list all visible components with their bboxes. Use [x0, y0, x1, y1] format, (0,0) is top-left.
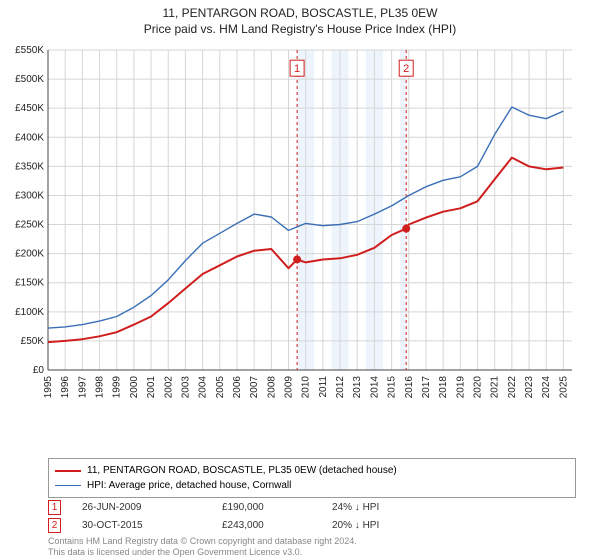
svg-text:2011: 2011	[318, 376, 329, 398]
sale-marker-2: 2	[48, 518, 61, 533]
svg-text:£300K: £300K	[15, 190, 44, 201]
svg-text:1998: 1998	[95, 376, 106, 399]
svg-text:£550K: £550K	[15, 45, 44, 56]
sales-table: 1 26-JUN-2009 £190,000 24% ↓ HPI 2 30-OC…	[48, 498, 576, 534]
chart-title-line2: Price paid vs. HM Land Registry's House …	[0, 22, 600, 36]
sale-date-2: 30-OCT-2015	[82, 520, 222, 531]
svg-text:2004: 2004	[198, 376, 209, 399]
svg-text:£350K: £350K	[15, 161, 44, 172]
svg-text:2000: 2000	[129, 376, 140, 399]
svg-text:£250K: £250K	[15, 220, 44, 231]
legend-row-property: 11, PENTARGON ROAD, BOSCASTLE, PL35 0EW …	[55, 463, 569, 478]
svg-text:2020: 2020	[473, 376, 484, 399]
sale-row-2: 2 30-OCT-2015 £243,000 20% ↓ HPI	[48, 516, 576, 534]
legend-swatch-hpi	[55, 485, 81, 486]
footer-line2: This data is licensed under the Open Gov…	[48, 547, 357, 558]
svg-text:2013: 2013	[352, 376, 363, 399]
svg-text:2009: 2009	[284, 376, 295, 399]
sale-rel-2: 20% ↓ HPI	[332, 520, 442, 531]
sale-price-1: £190,000	[222, 502, 332, 513]
svg-text:2007: 2007	[249, 376, 260, 399]
svg-text:2012: 2012	[335, 376, 346, 399]
sale-date-1: 26-JUN-2009	[82, 502, 222, 513]
legend-label-hpi: HPI: Average price, detached house, Corn…	[87, 478, 291, 493]
svg-text:£100K: £100K	[15, 307, 44, 318]
svg-text:2023: 2023	[524, 376, 535, 399]
svg-text:2003: 2003	[180, 376, 191, 399]
svg-text:£50K: £50K	[21, 336, 45, 347]
svg-text:£150K: £150K	[15, 278, 44, 289]
svg-text:2: 2	[403, 63, 409, 75]
svg-text:2010: 2010	[301, 376, 312, 399]
svg-text:1999: 1999	[112, 376, 123, 399]
svg-text:2001: 2001	[146, 376, 157, 399]
svg-text:£400K: £400K	[15, 132, 44, 143]
chart-title-line1: 11, PENTARGON ROAD, BOSCASTLE, PL35 0EW	[0, 6, 600, 20]
svg-text:2014: 2014	[369, 376, 380, 399]
legend-row-hpi: HPI: Average price, detached house, Corn…	[55, 478, 569, 493]
sale-rel-1: 24% ↓ HPI	[332, 502, 442, 513]
legend-swatch-property	[55, 470, 81, 472]
svg-text:1: 1	[294, 63, 300, 75]
svg-text:2017: 2017	[421, 376, 432, 399]
svg-text:2002: 2002	[163, 376, 174, 399]
svg-text:2005: 2005	[215, 376, 226, 399]
svg-text:£0: £0	[33, 365, 45, 376]
svg-text:2022: 2022	[507, 376, 518, 399]
svg-text:£500K: £500K	[15, 74, 44, 85]
svg-text:1996: 1996	[60, 376, 71, 399]
sale-price-2: £243,000	[222, 520, 332, 531]
svg-text:2018: 2018	[438, 376, 449, 399]
svg-text:£200K: £200K	[15, 249, 44, 260]
svg-text:2025: 2025	[558, 376, 569, 399]
svg-text:£450K: £450K	[15, 103, 44, 114]
container: 11, PENTARGON ROAD, BOSCASTLE, PL35 0EW …	[0, 0, 600, 560]
footer-note: Contains HM Land Registry data © Crown c…	[48, 536, 357, 559]
legend: 11, PENTARGON ROAD, BOSCASTLE, PL35 0EW …	[48, 458, 576, 498]
svg-text:2015: 2015	[387, 376, 398, 399]
footer-line1: Contains HM Land Registry data © Crown c…	[48, 536, 357, 547]
sale-row-1: 1 26-JUN-2009 £190,000 24% ↓ HPI	[48, 498, 576, 516]
legend-label-property: 11, PENTARGON ROAD, BOSCASTLE, PL35 0EW …	[87, 463, 397, 478]
sale-marker-1: 1	[48, 500, 61, 515]
price-chart: £0£50K£100K£150K£200K£250K£300K£350K£400…	[48, 46, 576, 416]
svg-text:1995: 1995	[43, 376, 54, 399]
svg-text:2021: 2021	[490, 376, 501, 399]
svg-text:1997: 1997	[77, 376, 88, 399]
title-block: 11, PENTARGON ROAD, BOSCASTLE, PL35 0EW …	[0, 0, 600, 36]
svg-text:2016: 2016	[404, 376, 415, 399]
svg-text:2008: 2008	[266, 376, 277, 399]
svg-text:2006: 2006	[232, 376, 243, 399]
svg-text:2024: 2024	[541, 376, 552, 399]
svg-text:2019: 2019	[455, 376, 466, 399]
